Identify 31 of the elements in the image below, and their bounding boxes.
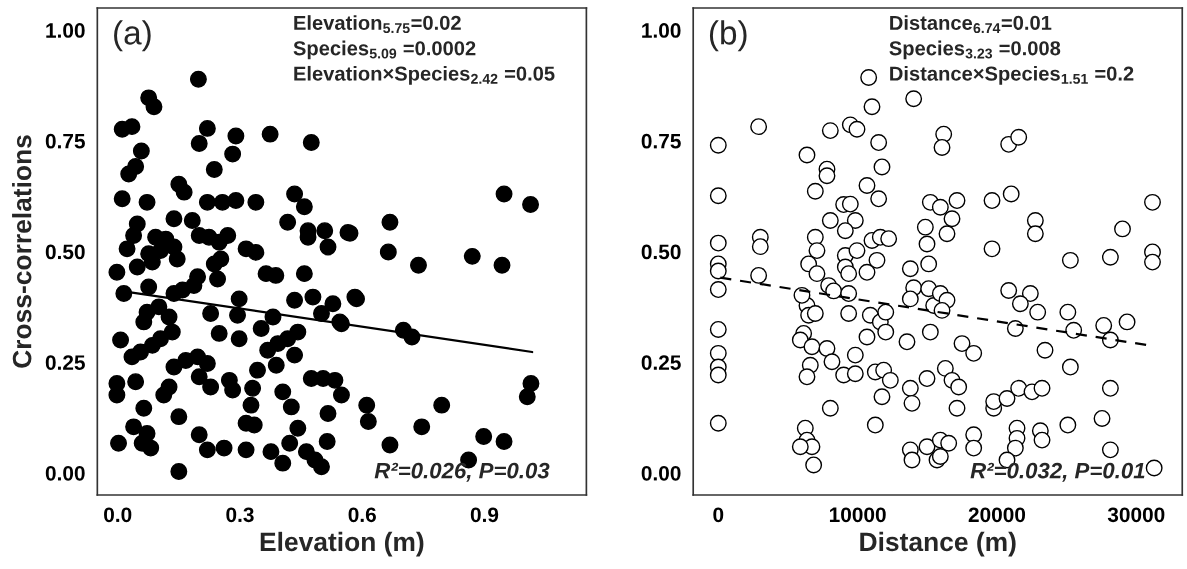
x-tick-label: 0.3 [226,507,254,523]
annotation: (b) [709,20,747,52]
x-tick-label: 0.0 [104,507,132,523]
annotation: R²=0.032, P=0.01 [970,462,1145,482]
annotation: Species$_{3.23}$ =0.008 [889,40,1061,60]
y-tick-label: 1.00 [46,23,85,38]
x-axis-title: Elevation (m) [260,531,424,557]
y-tick-label: 0.75 [641,133,681,149]
y-tick-label: 0.50 [641,244,681,260]
x-tick-label: 0.9 [470,507,499,523]
x-tick-label: 0.6 [348,507,376,523]
x-tick-label: 20000 [968,507,1026,523]
y-tick-label: 0.00 [641,465,681,481]
annotation: R²=0.026, P=0.03 [374,462,550,482]
x-tick-label: 10000 [829,507,886,523]
y-tick-label: 0.00 [45,465,85,481]
x-tick-label: 30000 [1107,507,1165,523]
x-axis-title: Distance (m) [860,531,1016,557]
annotation: Species$_{5.09}$ =0.0002 [293,40,476,60]
annotation: Elevation×Species$_{2.42}$ =0.05 [294,65,555,85]
annotation: Distance×Species$_{1.51}$ =0.2 [890,65,1134,85]
y-tick-label: 1.00 [642,23,681,38]
annotation: (a) [114,20,151,52]
y-tick-label: 0.75 [45,133,85,149]
x-tick-label: 0 [713,507,724,523]
y-tick-label: 0.50 [45,244,85,260]
y-tick-label: 0.25 [45,355,85,370]
annotation: Distance$_{6.74}$=0.01 [890,15,1052,34]
annotation: Elevation$_{5.75}$=0.02 [294,15,461,34]
y-tick-label: 0.25 [641,355,681,370]
y-axis-title: Cross-correlations [12,135,32,368]
